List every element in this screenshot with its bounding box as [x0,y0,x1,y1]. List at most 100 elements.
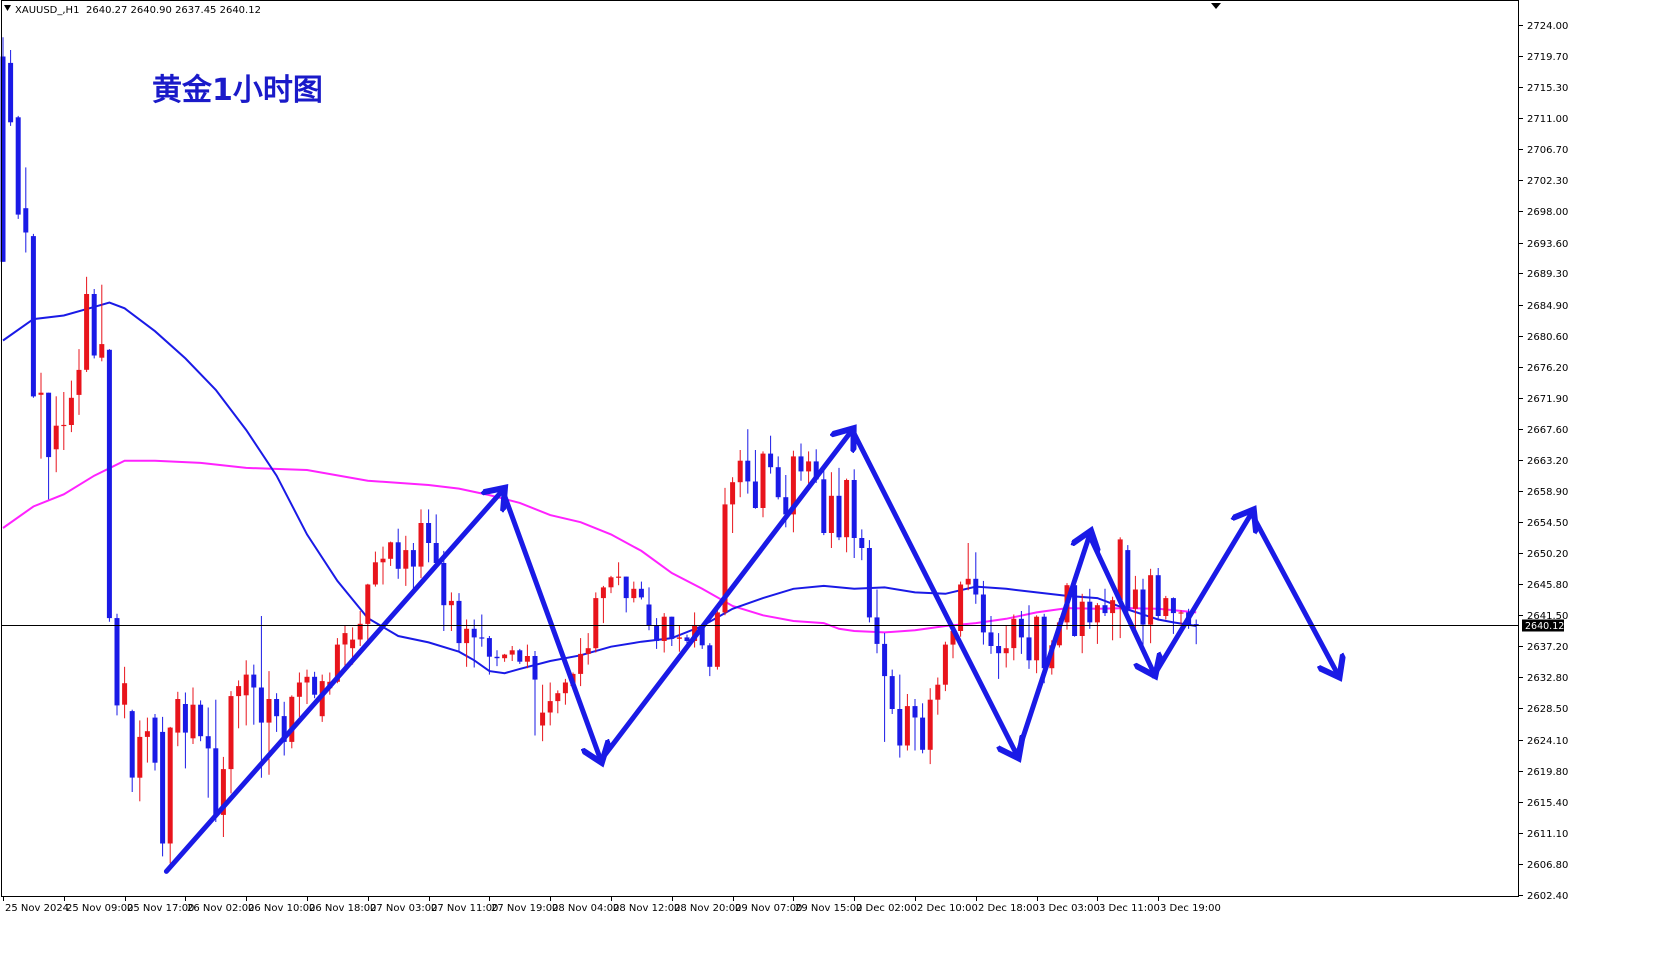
candle [836,467,842,541]
candle [585,633,591,665]
candle-body [1087,601,1093,623]
candle [517,648,523,664]
candle-body [965,578,971,585]
candle-body [106,349,112,619]
candle [99,284,105,362]
candle-body [380,558,386,563]
y-tick-label: 2676.20 [1527,363,1568,374]
x-tick-label: 28 Nov 12:00 [613,903,680,914]
candle [0,37,6,262]
candle [441,550,447,631]
candle-body [502,654,508,659]
candle-body [479,637,485,639]
candle [1110,596,1116,641]
candle-body [517,650,523,662]
candle-body [844,480,850,538]
candle-body [593,598,599,649]
current-price-tag: 2640.12 [1522,619,1564,632]
candle [851,469,857,558]
candle-body [426,523,432,543]
candle [578,638,584,687]
candle [190,687,196,744]
candle-body [828,495,834,533]
candle-body [889,676,895,709]
candle-body [1110,600,1116,614]
candle [555,690,561,714]
candle-body [190,704,196,739]
y-tick-label: 2667.60 [1527,425,1568,436]
candle-body [182,704,188,733]
candle [623,576,629,613]
candle-body [213,748,219,815]
candle-body [775,467,781,498]
candle [456,593,462,653]
y-tick-label: 2624.10 [1527,736,1568,747]
candle-body [152,717,158,763]
x-tick-label: 29 Nov 15:00 [795,903,862,914]
candle-body [1079,601,1085,636]
candle-body [722,504,728,613]
candle-body [15,117,21,215]
candle [676,625,682,652]
candle [15,115,21,219]
candle [1140,578,1146,653]
candle-body [1148,575,1154,625]
candle [251,664,257,725]
chart-shift-marker-icon[interactable] [1211,3,1221,9]
candle [1155,568,1161,619]
candle [912,699,918,751]
candle [106,349,112,622]
candle [205,707,211,798]
x-tick-label: 28 Nov 20:00 [674,903,741,914]
candle-body [996,646,1002,654]
candle-body [798,456,804,472]
candle-body [813,461,819,480]
candle-body [904,706,910,746]
candle [258,616,264,778]
candles-layer [0,37,1199,864]
y-tick-label: 2602.40 [1527,891,1568,902]
x-tick-label: 26 Nov 02:00 [187,903,254,914]
candle-body [266,699,272,723]
candle-body [486,638,492,657]
candle-body [897,709,903,746]
chart-header: XAUUSD_,H1 2640.27 2640.90 2637.45 2640.… [4,3,1221,16]
candle [600,585,606,624]
candle-body [1163,598,1169,616]
candle [927,688,933,765]
candle-body [760,453,766,508]
candle [806,451,812,484]
candle-body [555,693,561,702]
candle [874,589,880,654]
candle [904,694,910,751]
candle-body [1003,648,1009,654]
candle-body [859,538,865,548]
candle-body [646,604,652,626]
candle [821,470,827,536]
candle [920,703,926,754]
candle-body [91,294,97,356]
candle [122,666,128,719]
candle-body [768,453,774,468]
candle [730,477,736,533]
candle [593,592,599,653]
trend-arrow [1014,534,1090,759]
candle [182,692,188,769]
candle [1034,615,1040,674]
candle [418,509,424,579]
candle-body [806,461,812,472]
candle [828,472,834,548]
candle-body [471,628,477,638]
candle [980,580,986,645]
candle-body [669,616,675,639]
x-tick-label: 29 Nov 07:00 [735,903,802,914]
candle-body [403,550,409,569]
candle-body [274,699,280,717]
y-tick-label: 2606.80 [1527,860,1568,871]
candle [1094,603,1100,644]
candle-body [912,706,918,718]
chart-menu-icon[interactable] [4,5,11,11]
candle [958,581,964,637]
